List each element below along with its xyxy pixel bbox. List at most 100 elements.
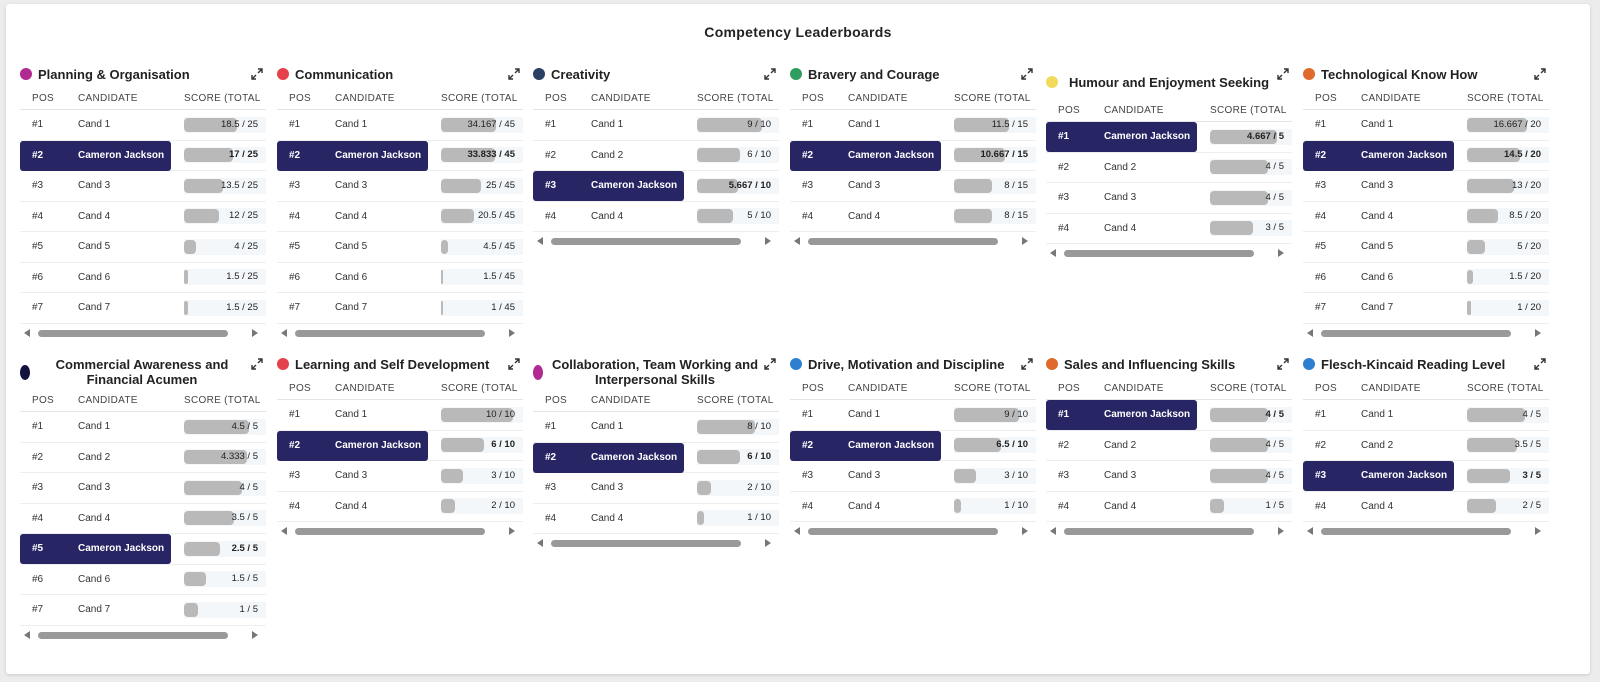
scroll-left-icon[interactable] [537, 539, 543, 547]
horizontal-scrollbar[interactable] [533, 234, 779, 250]
table-row[interactable]: #4 Cand 4 12 / 25 [20, 202, 266, 232]
scroll-right-icon[interactable] [1535, 328, 1541, 337]
table-row[interactable]: #3 Cand 3 4 / 5 [1046, 183, 1292, 214]
expand-icon[interactable] [1533, 67, 1547, 81]
scroll-left-icon[interactable] [281, 328, 287, 337]
horizontal-scrollbar[interactable] [1303, 524, 1549, 540]
table-row[interactable]: #3 Cand 3 3 / 10 [277, 461, 523, 492]
scroll-left-icon[interactable] [1050, 249, 1056, 257]
scrollbar-thumb[interactable] [1064, 528, 1254, 535]
table-row[interactable]: #4 Cand 4 8.5 / 20 [1303, 202, 1549, 232]
scroll-right-icon[interactable] [1278, 249, 1284, 257]
horizontal-scrollbar[interactable] [1303, 326, 1549, 342]
expand-icon[interactable] [1020, 67, 1034, 81]
scrollbar-thumb[interactable] [295, 329, 485, 337]
table-row[interactable]: #1 Cand 1 18.5 / 25 [20, 110, 266, 141]
expand-icon[interactable] [507, 357, 521, 371]
table-row[interactable]: #3 Cand 3 13.5 / 25 [20, 171, 266, 202]
scroll-right-icon[interactable] [509, 527, 515, 535]
scroll-right-icon[interactable] [765, 237, 771, 245]
scroll-left-icon[interactable] [24, 328, 30, 337]
table-row[interactable]: #5 Cand 5 4 / 25 [20, 232, 266, 263]
scrollbar-thumb[interactable] [1064, 250, 1254, 257]
table-row[interactable]: #1 Cameron Jackson 4 / 5 [1046, 400, 1292, 431]
scroll-right-icon[interactable] [252, 630, 258, 639]
scrollbar-thumb[interactable] [551, 238, 741, 245]
table-row[interactable]: #2 Cand 2 6 / 10 [533, 141, 779, 171]
table-row[interactable]: #4 Cand 4 2 / 10 [277, 492, 523, 522]
scroll-left-icon[interactable] [1050, 527, 1056, 535]
table-row[interactable]: #2 Cand 2 4 / 5 [1046, 431, 1292, 461]
expand-icon[interactable] [1533, 357, 1547, 371]
table-row[interactable]: #2 Cameron Jackson 6.5 / 10 [790, 430, 1036, 461]
scroll-left-icon[interactable] [1307, 328, 1313, 337]
table-row[interactable]: #6 Cand 6 1.5 / 45 [277, 263, 523, 293]
horizontal-scrollbar[interactable] [277, 524, 523, 540]
table-row[interactable]: #4 Cand 4 3 / 5 [1046, 214, 1292, 244]
table-row[interactable]: #2 Cameron Jackson 14.5 / 20 [1303, 140, 1549, 171]
horizontal-scrollbar[interactable] [1046, 524, 1292, 540]
scroll-right-icon[interactable] [252, 328, 258, 337]
table-row[interactable]: #2 Cameron Jackson 33.833 / 45 [277, 140, 523, 171]
table-row[interactable]: #4 Cand 4 1 / 5 [1046, 492, 1292, 522]
table-row[interactable]: #4 Cand 4 5 / 10 [533, 202, 779, 232]
table-row[interactable]: #2 Cameron Jackson 6 / 10 [533, 442, 779, 473]
table-row[interactable]: #3 Cand 3 2 / 10 [533, 473, 779, 504]
table-row[interactable]: #4 Cand 4 20.5 / 45 [277, 202, 523, 232]
table-row[interactable]: #1 Cand 1 11.5 / 15 [790, 110, 1036, 141]
horizontal-scrollbar[interactable] [277, 326, 523, 342]
table-row[interactable]: #2 Cameron Jackson 17 / 25 [20, 140, 266, 171]
scroll-left-icon[interactable] [281, 527, 287, 535]
scrollbar-thumb[interactable] [1321, 329, 1511, 337]
table-row[interactable]: #6 Cand 6 1.5 / 5 [20, 565, 266, 595]
horizontal-scrollbar[interactable] [790, 524, 1036, 540]
scroll-left-icon[interactable] [794, 237, 800, 245]
table-row[interactable]: #1 Cameron Jackson 4.667 / 5 [1046, 122, 1292, 153]
scrollbar-thumb[interactable] [38, 631, 228, 639]
scroll-right-icon[interactable] [1535, 527, 1541, 535]
table-row[interactable]: #1 Cand 1 9 / 10 [790, 400, 1036, 431]
table-row[interactable]: #1 Cand 1 10 / 10 [277, 400, 523, 431]
scrollbar-thumb[interactable] [1321, 528, 1511, 535]
horizontal-scrollbar[interactable] [1046, 246, 1292, 262]
scroll-right-icon[interactable] [1022, 527, 1028, 535]
table-row[interactable]: #7 Cand 7 1.5 / 25 [20, 293, 266, 324]
table-row[interactable]: #6 Cand 6 1.5 / 20 [1303, 263, 1549, 293]
table-row[interactable]: #4 Cand 4 8 / 15 [790, 202, 1036, 232]
scroll-right-icon[interactable] [1022, 237, 1028, 245]
table-row[interactable]: #4 Cand 4 1 / 10 [790, 492, 1036, 522]
scrollbar-thumb[interactable] [38, 329, 228, 337]
expand-icon[interactable] [250, 67, 264, 81]
table-row[interactable]: #6 Cand 6 1.5 / 25 [20, 263, 266, 293]
expand-icon[interactable] [763, 67, 777, 81]
table-row[interactable]: #2 Cameron Jackson 10.667 / 15 [790, 140, 1036, 171]
scroll-right-icon[interactable] [509, 328, 515, 337]
table-row[interactable]: #1 Cand 1 4.5 / 5 [20, 412, 266, 443]
table-row[interactable]: #1 Cand 1 34.167 / 45 [277, 110, 523, 141]
table-row[interactable]: #3 Cameron Jackson 5.667 / 10 [533, 171, 779, 202]
scroll-right-icon[interactable] [1278, 527, 1284, 535]
horizontal-scrollbar[interactable] [20, 326, 266, 342]
table-row[interactable]: #1 Cand 1 4 / 5 [1303, 400, 1549, 431]
table-row[interactable]: #4 Cand 4 3.5 / 5 [20, 504, 266, 534]
horizontal-scrollbar[interactable] [790, 234, 1036, 250]
scrollbar-thumb[interactable] [808, 238, 998, 245]
table-row[interactable]: #3 Cand 3 25 / 45 [277, 171, 523, 202]
horizontal-scrollbar[interactable] [533, 536, 779, 552]
table-row[interactable]: #2 Cand 2 4.333 / 5 [20, 443, 266, 473]
scroll-right-icon[interactable] [765, 539, 771, 547]
table-row[interactable]: #2 Cand 2 4 / 5 [1046, 153, 1292, 183]
table-row[interactable]: #3 Cand 3 4 / 5 [20, 473, 266, 504]
table-row[interactable]: #4 Cand 4 1 / 10 [533, 504, 779, 534]
table-row[interactable]: #7 Cand 7 1 / 20 [1303, 293, 1549, 324]
scroll-left-icon[interactable] [794, 527, 800, 535]
table-row[interactable]: #3 Cand 3 8 / 15 [790, 171, 1036, 202]
expand-icon[interactable] [1020, 357, 1034, 371]
table-row[interactable]: #7 Cand 7 1 / 45 [277, 293, 523, 324]
expand-icon[interactable] [507, 67, 521, 81]
scrollbar-thumb[interactable] [295, 528, 485, 535]
expand-icon[interactable] [763, 357, 777, 371]
horizontal-scrollbar[interactable] [20, 628, 266, 644]
table-row[interactable]: #1 Cand 1 8 / 10 [533, 412, 779, 443]
scroll-left-icon[interactable] [1307, 527, 1313, 535]
